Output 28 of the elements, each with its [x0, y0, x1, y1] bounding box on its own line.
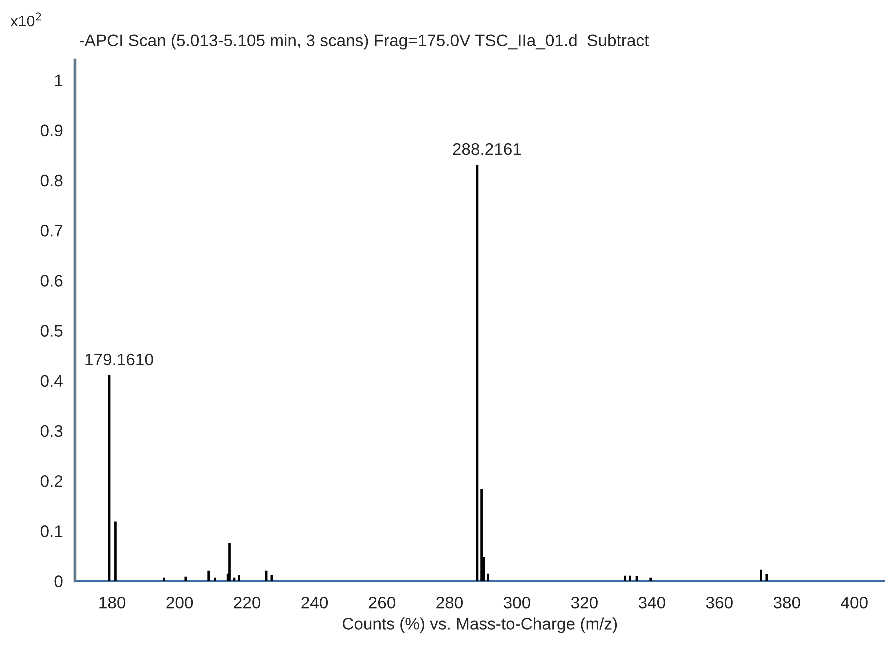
y-tick-label: 0.1: [40, 526, 63, 538]
x-tick-label: 220: [234, 596, 261, 609]
x-tick-label: 200: [166, 596, 194, 609]
x-tick-label: 400: [841, 596, 868, 609]
y-tick-label: 0.9: [40, 124, 63, 137]
x-tick-label: 240: [302, 596, 328, 609]
x-tick-label: 300: [504, 596, 530, 609]
x-axis-title: Counts (%) vs. Mass-to-Charge (m/z): [342, 618, 618, 634]
y-tick-label: 0.5: [40, 325, 63, 337]
y-tick-label: 0: [54, 576, 63, 588]
annotation: 179.1610: [86, 354, 154, 366]
y-tick-label: 0.4: [40, 375, 63, 388]
x-tick-label: 380: [774, 596, 800, 609]
y-tick-label: 1: [55, 74, 63, 86]
x-tick-label: 180: [100, 596, 126, 609]
y-tick-label: 0.3: [40, 425, 63, 438]
annotation: 288.2161: [453, 143, 522, 156]
x-tick-label: 340: [638, 596, 666, 609]
x-tick-label: 360: [706, 596, 733, 609]
chart-title: -APCI Scan (5.013-5.105 min, 3 scans) Frag=175.0V TSC_IIa_01.d Subtract: [80, 34, 650, 50]
y-tick-label: 0.8: [40, 174, 63, 187]
x-tick-label: 260: [369, 596, 396, 609]
text: x10$^{2}$: [10, 12, 42, 27]
y-tick-label: 0.7: [40, 224, 63, 237]
x-tick-label: 280: [436, 596, 463, 609]
y-tick-label: 0.2: [40, 475, 63, 488]
y-tick-label: 0.6: [40, 275, 63, 287]
x-tick-label: 320: [571, 596, 598, 609]
